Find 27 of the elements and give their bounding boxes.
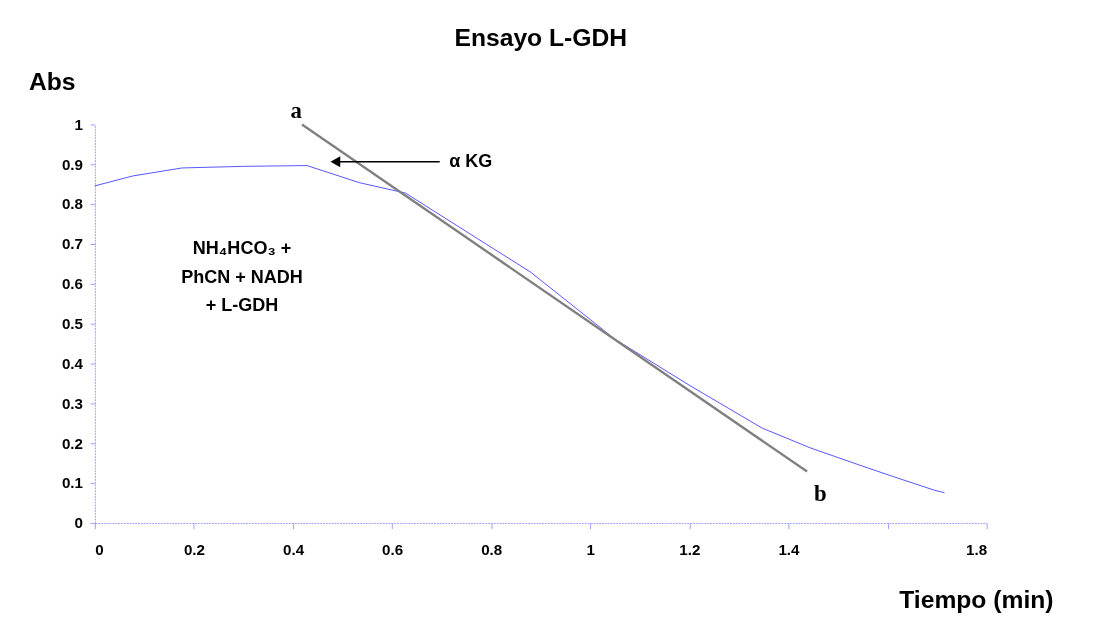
y-tick-label: 0.7 bbox=[61, 235, 84, 253]
x-tick-label: 0.2 bbox=[183, 540, 205, 558]
y-axis-title: Abs bbox=[28, 67, 76, 95]
y-tick-label: 0.1 bbox=[61, 474, 84, 492]
x-tick-label: 1.2 bbox=[679, 540, 701, 558]
x-tick-label: 1.4 bbox=[778, 540, 801, 558]
x-tick-label: 1 bbox=[586, 540, 596, 558]
x-tick-label: 0.6 bbox=[382, 540, 404, 558]
y-tick-label: 0.5 bbox=[61, 314, 84, 332]
text: a bbox=[290, 97, 303, 123]
x-axis-title: Tiempo (min) bbox=[899, 585, 1054, 613]
y-tick-label: 0.9 bbox=[61, 155, 84, 173]
y-tick-label: 0.2 bbox=[61, 434, 84, 452]
y-tick-label: 0 bbox=[74, 514, 84, 532]
x-tick-label: 0.4 bbox=[282, 540, 305, 558]
x-tick-label: 0.8 bbox=[481, 540, 503, 558]
x-tick-label: 0 bbox=[95, 540, 104, 558]
y-tick-label: 0.6 bbox=[61, 275, 84, 293]
y-tick-label: 0.3 bbox=[61, 394, 84, 412]
annotation: b bbox=[814, 480, 827, 506]
y-tick-label: 0.4 bbox=[61, 354, 84, 372]
chart-title: Ensayo L-GDH bbox=[454, 23, 628, 51]
x-tick-label: 1.8 bbox=[966, 540, 988, 558]
y-tick-label: 1 bbox=[74, 115, 84, 133]
annotation: NH₄HCO₃ + PhCN + NADH + L-GDH bbox=[181, 238, 303, 316]
y-tick-label: 0.8 bbox=[61, 195, 84, 213]
annotation: α KG bbox=[449, 151, 493, 172]
